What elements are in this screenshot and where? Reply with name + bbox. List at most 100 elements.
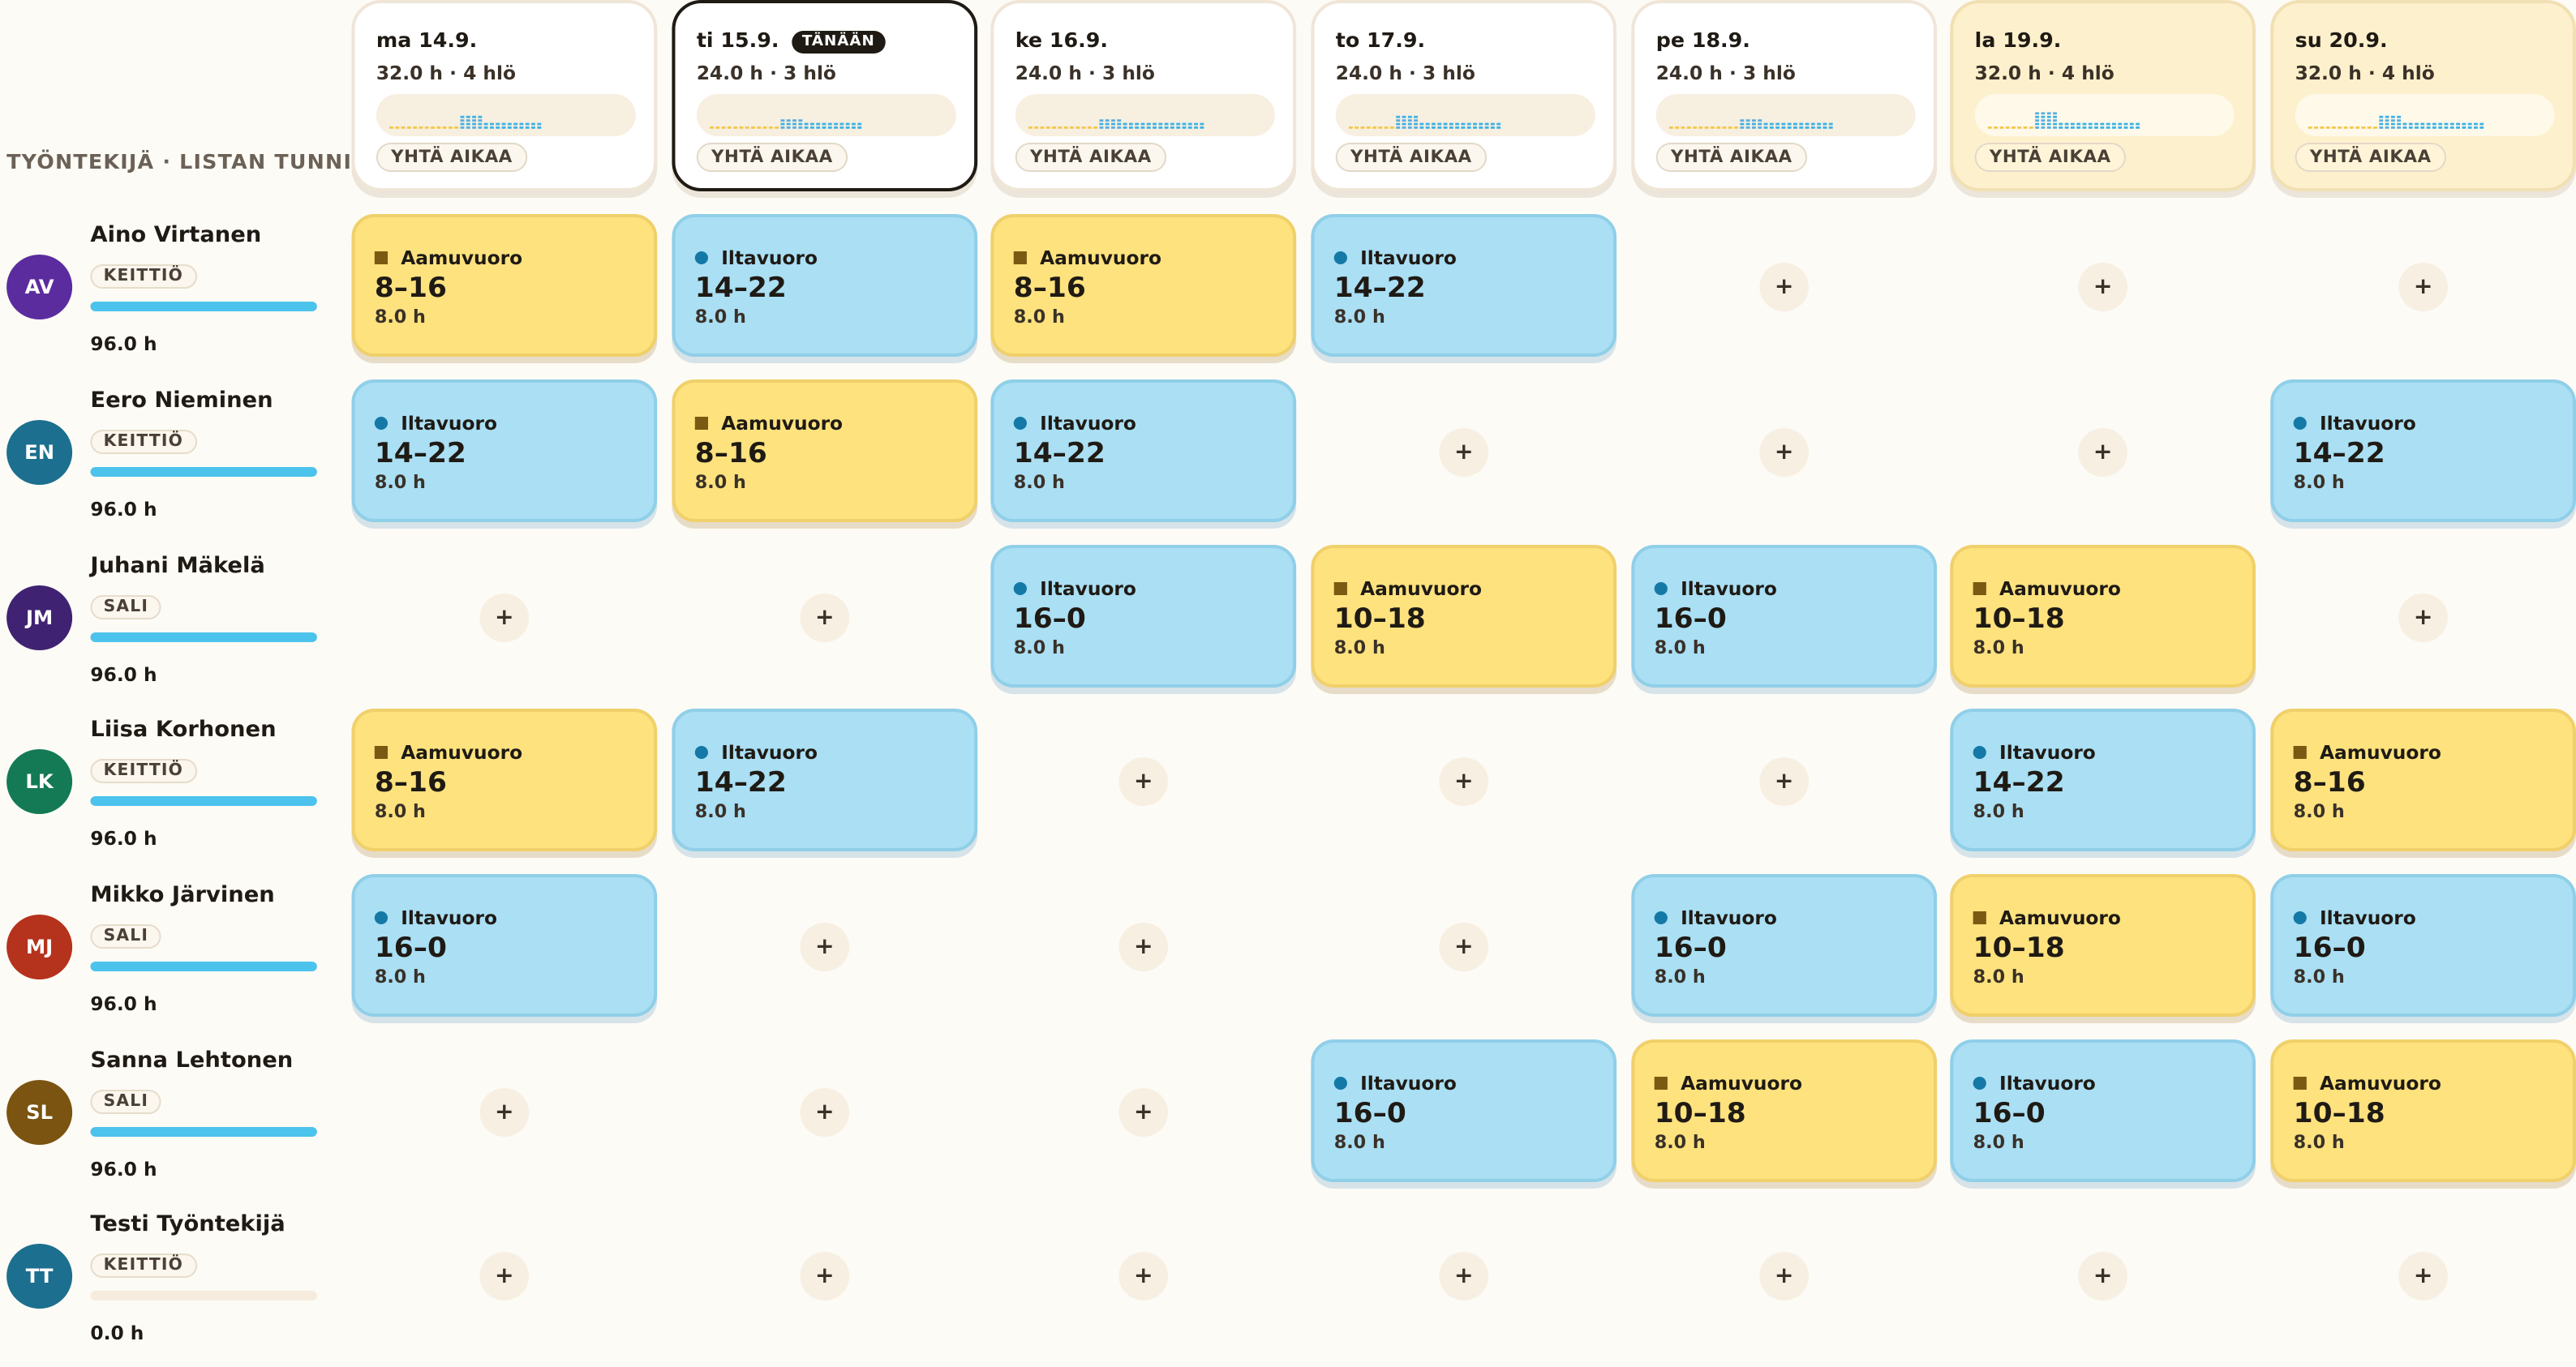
day-header[interactable]: ti 15.9. TÄNÄÄN 24.0 h · 3 hlö YHTÄ AIKAA [672, 0, 978, 191]
coverage-morning-mark [1693, 126, 1697, 129]
coverage-peak-mark [1758, 119, 1762, 122]
coverage-evening-mark [2438, 126, 2443, 129]
add-shift-button[interactable]: + [2078, 428, 2128, 477]
employee-info[interactable]: JM Juhani Mäkelä SALI 96.0 h [0, 553, 328, 715]
together-button[interactable]: YHTÄ AIKAA [1655, 143, 1807, 172]
add-shift-button[interactable]: + [2398, 1252, 2449, 1301]
day-header[interactable]: su 20.9. 32.0 h · 4 hlö YHTÄ AIKAA [2270, 0, 2576, 191]
evening-shift-card[interactable]: Iltavuoro 14–22 8.0 h [1950, 709, 2256, 851]
morning-shift-card[interactable]: Aamuvuoro 8–16 8.0 h [2270, 709, 2576, 851]
day-header[interactable]: pe 18.9. 24.0 h · 3 hlö YHTÄ AIKAA [1631, 0, 1938, 191]
coverage-evening-mark [2432, 122, 2436, 126]
coverage-morning-mark [1728, 126, 1732, 129]
day-header[interactable]: ke 16.9. 24.0 h · 3 hlö YHTÄ AIKAA [990, 0, 1297, 191]
shift-type: Aamuvuoro [721, 412, 844, 435]
morning-shift-card[interactable]: Aamuvuoro 8–16 8.0 h [672, 379, 978, 522]
add-shift-button[interactable]: + [1439, 757, 1489, 806]
day-header[interactable]: la 19.9. 32.0 h · 4 hlö YHTÄ AIKAA [1950, 0, 2256, 191]
add-shift-button[interactable]: + [1759, 757, 1810, 806]
add-shift-button[interactable]: + [1759, 263, 1810, 311]
add-shift-button[interactable]: + [2078, 263, 2128, 311]
evening-shift-card[interactable]: Iltavuoro 14–22 8.0 h [1311, 214, 1617, 357]
morning-shift-card[interactable]: Aamuvuoro 8–16 8.0 h [990, 214, 1297, 357]
employee-info[interactable]: MJ Mikko Järvinen SALI 96.0 h [0, 882, 328, 1044]
employee-info[interactable]: LK Liisa Korhonen KEITTIÖ 96.0 h [0, 717, 328, 879]
employee-info[interactable]: SL Sanna Lehtonen SALI 96.0 h [0, 1048, 328, 1210]
add-shift-button[interactable]: + [1118, 923, 1169, 971]
morning-shift-card[interactable]: Aamuvuoro 10–18 8.0 h [2270, 1039, 2576, 1182]
evening-shift-card[interactable]: Iltavuoro 16–0 8.0 h [1631, 874, 1938, 1017]
add-shift-button[interactable]: + [1118, 1088, 1169, 1137]
together-button[interactable]: YHTÄ AIKAA [2295, 143, 2446, 172]
evening-shift-card[interactable]: Iltavuoro 14–22 8.0 h [2270, 379, 2576, 522]
hours-progress-fill [90, 1127, 317, 1137]
add-shift-button[interactable]: + [800, 923, 850, 971]
day-header[interactable]: to 17.9. 24.0 h · 3 hlö YHTÄ AIKAA [1311, 0, 1617, 191]
morning-shift-card[interactable]: Aamuvuoro 8–16 8.0 h [351, 709, 658, 851]
evening-shift-card[interactable]: Iltavuoro 16–0 8.0 h [1950, 1039, 2256, 1182]
add-shift-button[interactable]: + [479, 1252, 530, 1301]
coverage-evening-mark [1140, 122, 1145, 126]
add-shift-button[interactable]: + [2398, 263, 2449, 311]
coverage-morning-mark [1075, 126, 1080, 129]
add-shift-button[interactable]: + [2078, 1252, 2128, 1301]
evening-shift-card[interactable]: Iltavuoro 16–0 8.0 h [2270, 874, 2576, 1017]
coverage-peak-mark [1402, 119, 1406, 122]
square-marker-icon [1973, 582, 1986, 595]
add-shift-button[interactable]: + [2398, 594, 2449, 642]
evening-shift-card[interactable]: Iltavuoro 14–22 8.0 h [672, 214, 978, 357]
evening-shift-card[interactable]: Iltavuoro 14–22 8.0 h [672, 709, 978, 851]
coverage-morning-mark [1999, 126, 2004, 129]
employee-info[interactable]: AV Aino Virtanen KEITTIÖ 96.0 h [0, 222, 328, 384]
add-shift-button[interactable]: + [479, 594, 530, 642]
day-summary: 32.0 h · 4 hlö [1974, 62, 2114, 84]
add-shift-button[interactable]: + [1759, 1252, 1810, 1301]
morning-shift-card[interactable]: Aamuvuoro 10–18 8.0 h [1311, 545, 1617, 688]
evening-shift-card[interactable]: Iltavuoro 16–0 8.0 h [990, 545, 1297, 688]
evening-shift-card[interactable]: Iltavuoro 14–22 8.0 h [351, 379, 658, 522]
coverage-morning-mark [2343, 126, 2348, 129]
add-shift-button[interactable]: + [800, 1252, 850, 1301]
coverage-evening-mark [2088, 126, 2093, 129]
add-shift-button[interactable]: + [479, 1088, 530, 1137]
morning-shift-card[interactable]: Aamuvuoro 10–18 8.0 h [1950, 874, 2256, 1017]
morning-shift-card[interactable]: Aamuvuoro 8–16 8.0 h [351, 214, 658, 357]
add-shift-button[interactable]: + [800, 594, 850, 642]
together-button[interactable]: YHTÄ AIKAA [376, 143, 528, 172]
dot-marker-icon [1654, 911, 1668, 924]
shift-type: Iltavuoro [721, 741, 818, 764]
evening-shift-card[interactable]: Iltavuoro 16–0 8.0 h [351, 874, 658, 1017]
together-button[interactable]: YHTÄ AIKAA [696, 143, 848, 172]
add-shift-button[interactable]: + [1118, 757, 1169, 806]
add-shift-button[interactable]: + [1439, 923, 1489, 971]
coverage-morning-mark [1366, 126, 1371, 129]
together-button[interactable]: YHTÄ AIKAA [1974, 143, 2126, 172]
coverage-evening-mark [1455, 126, 1460, 129]
together-button[interactable]: YHTÄ AIKAA [1015, 143, 1167, 172]
coverage-peak-mark [2053, 122, 2057, 126]
evening-shift-card[interactable]: Iltavuoro 14–22 8.0 h [990, 379, 1297, 522]
together-button[interactable]: YHTÄ AIKAA [1335, 143, 1487, 172]
shift-hours: 8.0 h [694, 801, 746, 822]
coverage-morning-mark [1360, 126, 1365, 129]
add-shift-button[interactable]: + [1759, 428, 1810, 477]
morning-shift-card[interactable]: Aamuvuoro 10–18 8.0 h [1631, 1039, 1938, 1182]
coverage-morning-mark [1987, 126, 1992, 129]
day-header[interactable]: ma 14.9. 32.0 h · 4 hlö YHTÄ AIKAA [351, 0, 658, 191]
coverage-peak-mark [786, 119, 791, 122]
employee-info[interactable]: EN Eero Nieminen KEITTIÖ 96.0 h [0, 388, 328, 550]
coverage-peak-mark [466, 115, 470, 118]
add-shift-button[interactable]: + [1439, 1252, 1489, 1301]
coverage-morning-mark [2338, 126, 2342, 129]
evening-shift-card[interactable]: Iltavuoro 16–0 8.0 h [1311, 1039, 1617, 1182]
morning-shift-card[interactable]: Aamuvuoro 10–18 8.0 h [1950, 545, 2256, 688]
add-shift-button[interactable]: + [1118, 1252, 1169, 1301]
add-shift-button[interactable]: + [1439, 428, 1489, 477]
coverage-morning-mark [2320, 126, 2325, 129]
coverage-morning-mark [1994, 126, 1999, 129]
employee-info[interactable]: TT Testi Työntekijä KEITTIÖ 0.0 h [0, 1211, 328, 1367]
shift-time: 10–18 [1973, 603, 2065, 636]
evening-shift-card[interactable]: Iltavuoro 16–0 8.0 h [1631, 545, 1938, 688]
add-shift-button[interactable]: + [800, 1088, 850, 1137]
